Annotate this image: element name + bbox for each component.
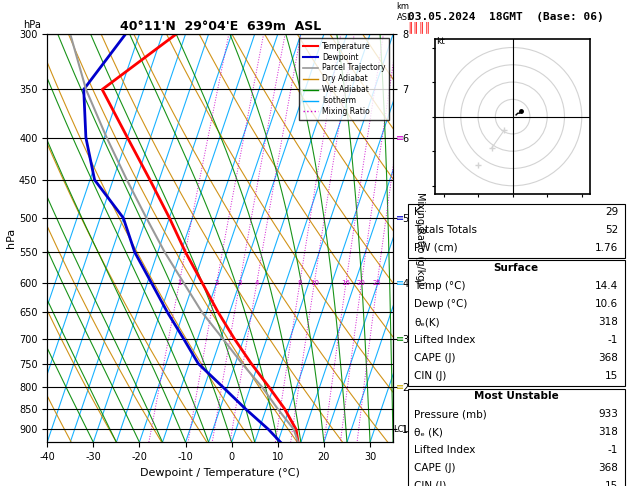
- Text: -1: -1: [608, 445, 618, 455]
- Text: ≡: ≡: [396, 133, 404, 142]
- Text: 52: 52: [605, 225, 618, 235]
- Text: 14.4: 14.4: [595, 281, 618, 291]
- Text: -1: -1: [608, 335, 618, 345]
- Text: θₑ (K): θₑ (K): [414, 427, 443, 437]
- Text: 8: 8: [298, 280, 302, 286]
- Text: CAPE (J): CAPE (J): [414, 353, 455, 363]
- Text: kt: kt: [437, 37, 445, 46]
- Text: 25: 25: [373, 280, 382, 286]
- Text: 20: 20: [357, 280, 366, 286]
- Text: θₑ(K): θₑ(K): [414, 317, 440, 327]
- Text: Most Unstable: Most Unstable: [474, 391, 559, 401]
- Text: PW (cm): PW (cm): [414, 243, 458, 253]
- Text: ║║║║: ║║║║: [408, 21, 431, 33]
- Text: Lifted Index: Lifted Index: [414, 445, 476, 455]
- Title: 40°11'N  29°04'E  639m  ASL: 40°11'N 29°04'E 639m ASL: [120, 20, 321, 33]
- Text: 29: 29: [605, 207, 618, 217]
- Y-axis label: Mixing Ratio (g/kg): Mixing Ratio (g/kg): [415, 192, 425, 284]
- Text: hPa: hPa: [23, 20, 41, 30]
- Text: ≡: ≡: [396, 278, 404, 288]
- Text: 1.76: 1.76: [595, 243, 618, 253]
- Text: Surface: Surface: [494, 263, 538, 273]
- Y-axis label: hPa: hPa: [6, 228, 16, 248]
- Text: 03.05.2024  18GMT  (Base: 06): 03.05.2024 18GMT (Base: 06): [408, 12, 603, 22]
- Text: CIN (J): CIN (J): [414, 482, 447, 486]
- Text: ≡: ≡: [396, 382, 404, 392]
- Text: CIN (J): CIN (J): [414, 371, 447, 381]
- Text: 3: 3: [237, 280, 242, 286]
- Text: 933: 933: [598, 409, 618, 419]
- Text: K: K: [414, 207, 421, 217]
- Text: 15: 15: [605, 371, 618, 381]
- Bar: [408, 389, 625, 486]
- Text: 2: 2: [214, 280, 219, 286]
- Text: ≡: ≡: [396, 334, 404, 344]
- Text: Pressure (mb): Pressure (mb): [414, 409, 487, 419]
- Text: km
ASL: km ASL: [397, 2, 412, 22]
- Text: 10.6: 10.6: [595, 299, 618, 309]
- Text: Dewp (°C): Dewp (°C): [414, 299, 467, 309]
- Text: 15: 15: [605, 482, 618, 486]
- Text: 1: 1: [177, 280, 181, 286]
- Text: LCL: LCL: [393, 425, 408, 434]
- Text: 318: 318: [598, 427, 618, 437]
- Text: 16: 16: [342, 280, 350, 286]
- Text: 4: 4: [255, 280, 259, 286]
- Legend: Temperature, Dewpoint, Parcel Trajectory, Dry Adiabat, Wet Adiabat, Isotherm, Mi: Temperature, Dewpoint, Parcel Trajectory…: [299, 38, 389, 120]
- Text: Totals Totals: Totals Totals: [414, 225, 477, 235]
- Text: Lifted Index: Lifted Index: [414, 335, 476, 345]
- Bar: [408, 260, 625, 386]
- Text: Temp (°C): Temp (°C): [414, 281, 465, 291]
- Text: 10: 10: [309, 280, 319, 286]
- Text: CAPE (J): CAPE (J): [414, 464, 455, 473]
- Text: ≡: ≡: [396, 213, 404, 223]
- Bar: [408, 204, 625, 258]
- X-axis label: Dewpoint / Temperature (°C): Dewpoint / Temperature (°C): [140, 468, 300, 478]
- Text: 368: 368: [598, 464, 618, 473]
- Text: 318: 318: [598, 317, 618, 327]
- Text: 368: 368: [598, 353, 618, 363]
